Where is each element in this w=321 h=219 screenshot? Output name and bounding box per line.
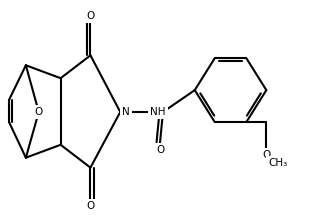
Text: NH: NH <box>150 107 166 117</box>
Text: CH₃: CH₃ <box>268 158 288 168</box>
Text: O: O <box>35 107 43 117</box>
Text: O: O <box>156 145 164 155</box>
Text: O: O <box>86 11 95 21</box>
Text: O: O <box>86 201 95 211</box>
Text: O: O <box>262 150 271 160</box>
Text: N: N <box>122 107 130 117</box>
